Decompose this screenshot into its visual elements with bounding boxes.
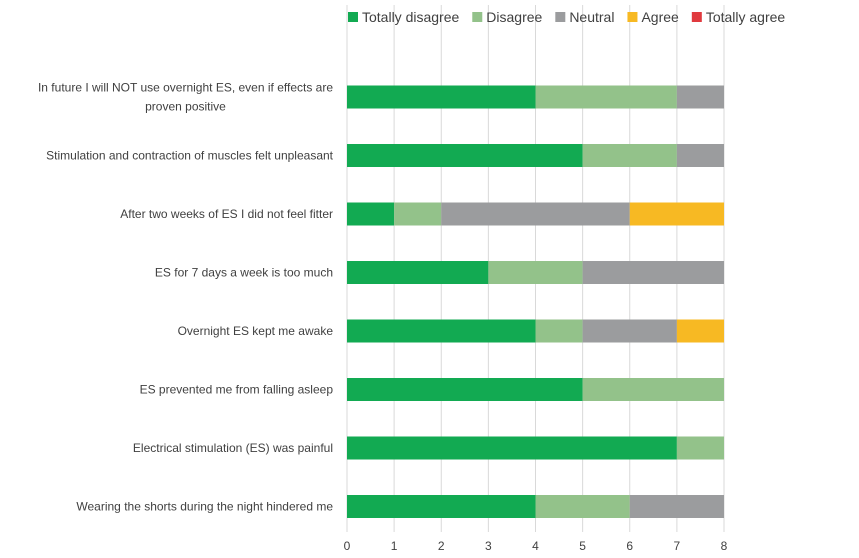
legend-item-agree: Agree — [627, 9, 679, 25]
category-label-line: proven positive — [145, 100, 226, 114]
legend-swatch — [691, 12, 702, 22]
bar-segment-neutral — [582, 261, 724, 284]
bar-segment-disagree — [676, 436, 724, 460]
bar-segment-totally-disagree — [347, 378, 583, 401]
category-label-line: Stimulation and contraction of muscles f… — [46, 149, 333, 163]
legend-label: Neutral — [569, 9, 614, 25]
bar-segment-totally-disagree — [347, 144, 583, 167]
legend-item-totally-disagree: Totally disagree — [348, 9, 459, 25]
category-label: After two weeks of ES I did not feel fit… — [120, 207, 333, 221]
legend-label: Agree — [641, 9, 679, 25]
bar-segment-disagree — [488, 261, 583, 284]
legend-label: Totally agree — [706, 9, 786, 25]
legend-item-neutral: Neutral — [555, 9, 614, 25]
legend-label: Disagree — [486, 9, 542, 25]
x-tick-label: 6 — [626, 539, 633, 553]
bar-segment-neutral — [676, 85, 724, 109]
x-tick-label: 2 — [438, 539, 445, 553]
bar-segment-totally-disagree — [347, 319, 536, 343]
x-tick-label: 5 — [579, 539, 586, 553]
category-labels: In future I will NOT use overnight ES, e… — [38, 81, 334, 514]
category-label: Overnight ES kept me awake — [178, 324, 334, 338]
bar-segment-totally-disagree — [347, 261, 489, 284]
category-label: Stimulation and contraction of muscles f… — [46, 149, 333, 163]
x-tick-label: 1 — [391, 539, 398, 553]
category-label-line: After two weeks of ES I did not feel fit… — [120, 207, 333, 221]
bar-segment-totally-disagree — [347, 202, 395, 226]
category-label-line: ES prevented me from falling asleep — [140, 383, 334, 397]
bar-segment-agree — [629, 202, 724, 226]
bar-segment-neutral — [582, 319, 677, 343]
category-label-line: Electrical stimulation (ES) was painful — [133, 441, 333, 455]
legend-swatch — [348, 12, 358, 22]
legend-swatch — [472, 12, 483, 22]
legend-item-totally-agree: Totally agree — [691, 9, 786, 25]
x-axis-ticks: 0 1 2 3 4 5 6 7 8 — [344, 539, 728, 553]
category-label: ES for 7 days a week is too much — [155, 266, 333, 280]
legend-swatch — [555, 12, 566, 22]
bar-segment-agree — [676, 319, 724, 343]
bar-segment-disagree — [582, 144, 677, 167]
category-label-line: Wearing the shorts during the night hind… — [76, 500, 333, 514]
bar-segment-neutral — [676, 144, 724, 167]
category-label: Electrical stimulation (ES) was painful — [133, 441, 333, 455]
legend-item-disagree: Disagree — [472, 9, 543, 25]
bar-segment-totally-disagree — [347, 495, 536, 518]
category-label: Wearing the shorts during the night hind… — [76, 500, 333, 514]
category-label: ES prevented me from falling asleep — [140, 383, 334, 397]
category-label-line: Overnight ES kept me awake — [178, 324, 334, 338]
bar-segment-disagree — [394, 202, 442, 226]
x-tick-label: 7 — [674, 539, 681, 553]
legend-swatch — [627, 12, 638, 22]
bar-segment-totally-disagree — [347, 85, 536, 109]
bar-segment-disagree — [535, 85, 677, 109]
x-tick-label: 8 — [721, 539, 728, 553]
category-label-line: ES for 7 days a week is too much — [155, 266, 333, 280]
bar-segment-disagree — [535, 319, 583, 343]
category-label: In future I will NOT use overnight ES, e… — [38, 81, 333, 114]
x-tick-label: 0 — [344, 539, 351, 553]
x-tick-label: 3 — [485, 539, 492, 553]
bar-segment-disagree — [582, 378, 724, 401]
category-label-line: In future I will NOT use overnight ES, e… — [38, 81, 333, 95]
bars — [347, 85, 724, 518]
bar-segment-neutral — [441, 202, 630, 226]
bar-segment-neutral — [629, 495, 724, 518]
legend: Totally disagree Disagree Neutral Agree Tota… — [348, 9, 785, 25]
legend-label: Totally disagree — [362, 9, 459, 25]
x-tick-label: 4 — [532, 539, 539, 553]
bar-segment-disagree — [535, 495, 630, 518]
bar-segment-totally-disagree — [347, 436, 677, 460]
